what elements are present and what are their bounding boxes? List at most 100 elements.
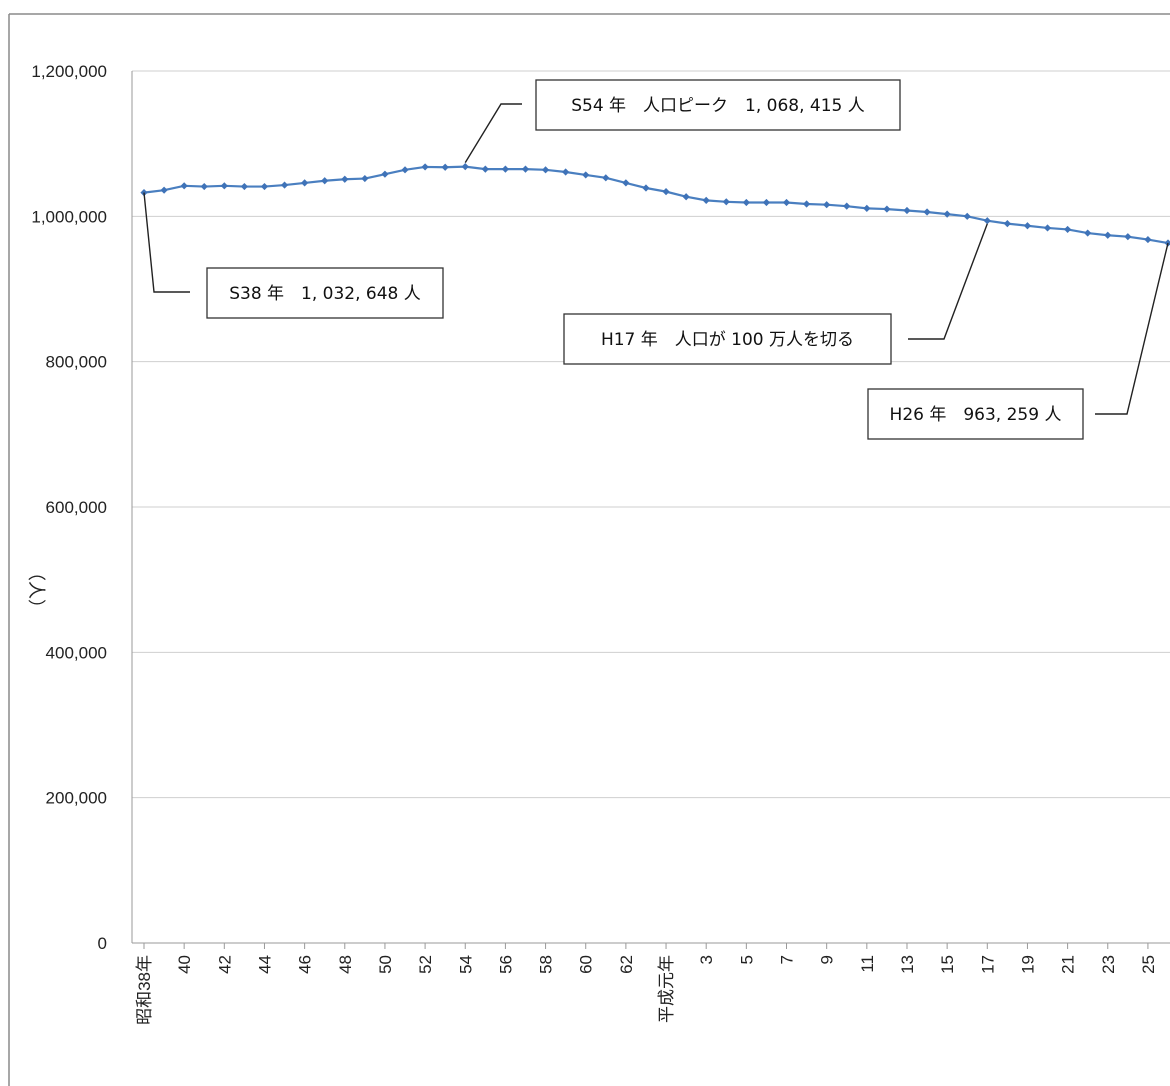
annotation-box — [563, 313, 892, 365]
annotation-label: S54 年 人口ピーク 1, 068, 415 人 — [571, 96, 865, 116]
x-tick-label: 42 — [215, 955, 234, 974]
data-point — [200, 182, 208, 191]
x-tick-label: 9 — [818, 955, 837, 964]
y-tick-label: 400,000 — [46, 643, 107, 662]
data-point — [341, 175, 349, 183]
x-tick-label: 15 — [938, 955, 957, 974]
x-tick-label: 21 — [1059, 955, 1078, 974]
x-tick-label: 44 — [255, 955, 274, 974]
data-point — [401, 166, 409, 174]
series-line — [143, 165, 1169, 245]
data-point — [883, 205, 891, 213]
x-tick-label: 40 — [175, 955, 194, 974]
data-point — [160, 186, 168, 194]
x-tick-label: 58 — [537, 955, 556, 974]
x-tick-label: 46 — [296, 955, 315, 974]
data-point — [782, 198, 791, 207]
x-tick-label: 62 — [617, 955, 636, 974]
x-tick-label: 13 — [898, 955, 917, 974]
data-point — [1144, 235, 1152, 244]
annotation-label: H17 年 人口が 100 万人を切る — [601, 330, 854, 350]
x-tick-label: 56 — [496, 955, 515, 974]
data-point — [461, 163, 469, 171]
data-point — [762, 198, 771, 207]
data-point — [1023, 222, 1032, 230]
data-point — [622, 179, 630, 187]
data-point — [702, 196, 710, 204]
x-tick-label: 11 — [858, 955, 877, 973]
data-point — [321, 177, 329, 185]
x-tick-label: 25 — [1139, 955, 1158, 974]
annotation-label: H26 年 963, 259 人 — [890, 405, 1062, 425]
data-point — [280, 181, 289, 189]
data-point — [582, 171, 590, 179]
annotation-leader-line — [1095, 242, 1169, 415]
data-point — [220, 182, 228, 190]
x-tick-label: 平成元年 — [657, 955, 676, 1023]
annotation-box — [535, 79, 901, 131]
x-tick-label: 50 — [376, 955, 395, 974]
data-point — [441, 163, 449, 171]
data-point — [381, 170, 389, 178]
series-population — [140, 163, 1170, 247]
y-tick-label: 1,200,000 — [31, 62, 107, 81]
data-point — [421, 163, 429, 171]
data-point — [260, 182, 269, 191]
data-point — [521, 165, 530, 173]
data-point — [1084, 229, 1092, 237]
data-point — [562, 168, 570, 176]
data-point — [923, 208, 931, 216]
y-tick-label: 800,000 — [46, 353, 107, 372]
y-tick-label: 600,000 — [46, 498, 107, 517]
data-point — [1064, 225, 1072, 234]
data-point — [180, 182, 188, 190]
x-tick-labels: 昭和38年 40 42 44 46 48 50 52 54 56 58 60 62 平成元年 3 5 7 9 11 1… — [135, 955, 1158, 1025]
x-tick-label: 3 — [697, 955, 716, 964]
y-axis-label: （人） — [25, 563, 46, 617]
x-tick-label: 23 — [1099, 955, 1118, 974]
x-tick-label: 7 — [778, 955, 797, 964]
data-point — [682, 193, 690, 201]
data-point — [541, 166, 550, 174]
annotation-leader-line — [908, 223, 988, 340]
annotations: S38 年 1, 032, 648 人 S54 年 人口ピーク 1, 068, 4… — [143, 79, 1169, 440]
data-point — [301, 179, 309, 187]
data-point — [1003, 220, 1011, 228]
data-point — [662, 188, 670, 196]
data-point — [481, 165, 489, 173]
x-tick-label: 5 — [737, 955, 756, 964]
y-tick-label: 0 — [98, 934, 107, 953]
data-point — [983, 217, 991, 225]
data-point — [863, 204, 871, 212]
data-point — [501, 165, 510, 173]
data-point — [602, 174, 610, 182]
annotation-leader-line — [464, 103, 522, 163]
x-tick-label: 17 — [978, 955, 997, 974]
data-point — [963, 212, 971, 220]
data-point — [802, 200, 811, 208]
y-tick-label: 1,000,000 — [31, 207, 107, 226]
data-point — [361, 174, 369, 183]
data-point — [823, 201, 831, 209]
data-point — [1104, 231, 1112, 239]
axes — [131, 71, 1170, 949]
data-point — [240, 182, 248, 191]
x-tick-label: 昭和38年 — [135, 955, 154, 1025]
y-tick-labels: 0 200,000 400,000 600,000 800,000 1,000,000 1,… — [31, 62, 107, 953]
data-point — [722, 198, 730, 206]
data-point — [1164, 239, 1170, 247]
x-tick-label: 54 — [456, 955, 475, 974]
x-tick-label: 19 — [1018, 955, 1037, 974]
data-point — [843, 202, 851, 210]
x-tick-label: 60 — [577, 955, 596, 974]
data-point — [642, 184, 650, 192]
data-point — [943, 210, 951, 218]
annotation-label: S38 年 1, 032, 648 人 — [229, 284, 421, 304]
data-point — [1043, 224, 1052, 232]
x-tick-label: 52 — [416, 955, 435, 974]
data-point — [742, 198, 750, 207]
annotation-box — [206, 267, 444, 319]
annotation-leader-line — [143, 192, 190, 293]
data-point — [903, 206, 911, 215]
